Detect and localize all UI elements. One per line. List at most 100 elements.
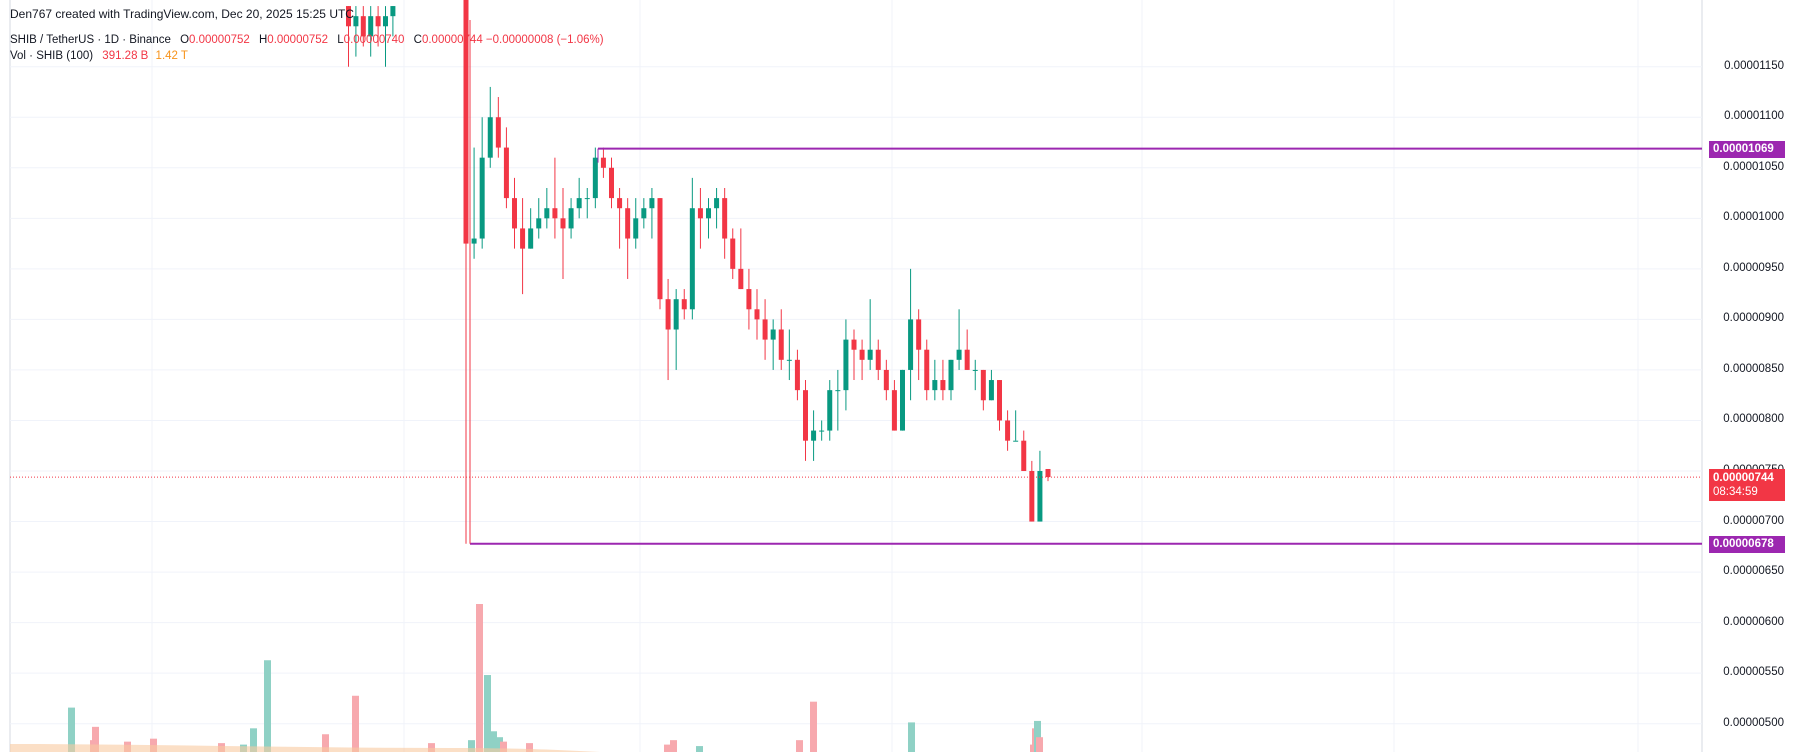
candle-body (495, 117, 501, 148)
candle-body (722, 198, 728, 239)
last-price-value: 0.00000744 (1713, 472, 1774, 485)
candle-body (617, 198, 623, 209)
price-tick-label: 0.00000500 (1723, 716, 1784, 729)
volume-bar (250, 728, 257, 752)
price-tick-label: 0.00001050 (1723, 160, 1784, 173)
candle-body (560, 218, 566, 229)
candle-body (778, 329, 784, 360)
candle-body (730, 238, 736, 269)
candle-body (859, 349, 865, 360)
candle-body (383, 16, 388, 27)
price-tick-label: 0.00001100 (1724, 110, 1784, 123)
candle-body (746, 289, 752, 310)
price-tick-label: 0.00000650 (1723, 565, 1784, 578)
candle-body (353, 16, 359, 27)
volume-bar (1034, 720, 1041, 752)
candle-body (875, 349, 881, 370)
symbol-legend: SHIB / TetherUS · 1D · Binance O 0.000007… (10, 34, 604, 46)
candle-body (576, 198, 582, 209)
candle-body (803, 390, 808, 441)
candle-body (964, 349, 970, 370)
candle-body (600, 157, 606, 168)
candle-body (609, 167, 614, 199)
price-tick-label: 0.00000600 (1723, 615, 1784, 628)
candle-body (368, 16, 374, 37)
volume-bar (496, 737, 503, 752)
candle-body (891, 390, 897, 431)
volume-bar (526, 743, 533, 752)
candle-body (360, 16, 366, 37)
low-label: L (337, 34, 344, 46)
candle-body (956, 349, 962, 360)
volume-bars (10, 604, 1043, 752)
countdown-timer: 08:34:59 (1713, 486, 1758, 499)
candle-body (867, 349, 873, 360)
candle-body (811, 430, 817, 441)
volume-bar (352, 695, 359, 752)
volume-bar (810, 701, 817, 752)
level-label-lower[interactable]: 0.00000678 (1709, 535, 1785, 553)
candle-body (714, 198, 720, 209)
level-label-upper[interactable]: 0.00001069 (1709, 140, 1785, 158)
price-tick-label: 0.00000850 (1723, 362, 1784, 375)
candle-body (1013, 440, 1019, 442)
grid-lines (9, 0, 1703, 752)
candle-body (932, 380, 938, 391)
volume-bar (696, 746, 703, 752)
candle-body (770, 329, 776, 340)
price-tick-label: 0.00000550 (1723, 666, 1784, 679)
candle-body (528, 228, 534, 249)
candle-body (908, 319, 914, 370)
candle-body (1045, 468, 1051, 478)
candle-body (544, 208, 550, 219)
candle-body (665, 299, 671, 330)
high-value: 0.00000752 (267, 34, 329, 46)
candle-body (633, 218, 639, 239)
volume-ma-area (10, 744, 600, 752)
candle-body (843, 339, 849, 391)
close-label: C (413, 34, 422, 46)
high-label: H (258, 34, 268, 46)
candle-body (689, 208, 695, 310)
candle-body (706, 208, 711, 219)
candle-body (487, 117, 493, 158)
volume-bar (428, 743, 435, 752)
symbol-name[interactable]: SHIB / TetherUS · 1D · Binance (10, 34, 171, 46)
candle-body (786, 359, 792, 361)
candle-body (592, 157, 598, 199)
price-tick-label: 0.00000950 (1723, 261, 1784, 274)
candle-body (948, 359, 954, 391)
candle-body (1005, 420, 1011, 441)
volume-value: 391.28 B (102, 50, 149, 62)
price-tick-label: 0.00001000 (1723, 211, 1784, 224)
candle-body (471, 238, 477, 244)
candle-body (673, 299, 679, 330)
candle-body (997, 380, 1002, 421)
horizontal-levels (10, 20, 1702, 545)
volume-bar (490, 731, 497, 752)
candle-body (649, 198, 655, 209)
candle-body (972, 369, 978, 371)
candle-body (657, 198, 663, 300)
volume-bar (670, 740, 677, 752)
volume-legend: Vol · SHIB (100) 391.28 B 1.42 T (10, 50, 188, 62)
volume-bar (664, 744, 671, 752)
candle-body (512, 198, 517, 229)
candle-body (916, 319, 922, 350)
change-value: −0.00000008 (−1.06%) (485, 34, 604, 46)
close-value: 0.00000744 (421, 34, 483, 46)
candle-body (738, 268, 744, 290)
volume-bar (468, 740, 475, 752)
candle-body (1037, 471, 1043, 522)
last-price-label: 0.00000744 08:34:59 (1709, 469, 1785, 502)
volume-label[interactable]: Vol · SHIB (100) (10, 50, 94, 62)
candle-body (924, 349, 930, 391)
candle-body (375, 16, 381, 27)
volume-bar (476, 604, 483, 752)
candle-body (697, 208, 703, 219)
open-label: O (180, 34, 190, 46)
price-tick-label: 0.00000700 (1723, 514, 1784, 527)
candle-body (940, 380, 946, 391)
candle-body (827, 390, 833, 431)
